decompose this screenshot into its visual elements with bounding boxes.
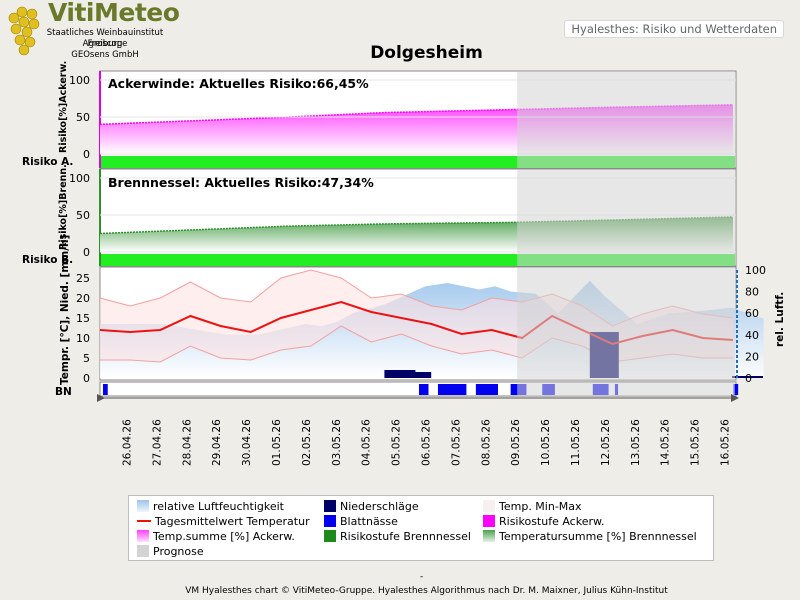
legend-swatch-risk-ackerwinde [483, 515, 495, 527]
legend-swatch-humidity [137, 500, 149, 512]
leafwetness-block [437, 384, 467, 395]
date-tick-label: 16.05.26 [720, 419, 732, 466]
forecast-overlay [517, 170, 735, 266]
date-tick-label: 27.04.26 [151, 419, 163, 466]
legend-item-precipitation: Niederschläge [324, 500, 419, 513]
panel-1-ytick: 0 [83, 246, 90, 259]
forecast-overlay [517, 72, 735, 168]
date-tick-label: 09.05.26 [510, 419, 522, 466]
panel-0-risk-axis-label: Risiko A. [22, 156, 73, 168]
legend-item-temp-mean: Tagesmittelwert Temperatur [137, 515, 310, 528]
legend-item-temp-minmax: Temp. Min-Max [483, 500, 582, 513]
grape-logo-icon [8, 6, 40, 56]
leafwetness-block [419, 384, 429, 395]
legend-item-risk-brennnessel: Risikostufe Brennnessel [324, 530, 471, 543]
date-tick-label: 08.05.26 [480, 419, 492, 466]
chart-title: Dolgesheim [370, 43, 483, 63]
forecast-overlay [517, 268, 735, 380]
panel-0-ylabel: Risiko[%]Ackerw. [58, 61, 69, 153]
panel-1-risk-axis-label: Risiko B. [22, 254, 73, 266]
weather-ytick-right: 80 [745, 286, 759, 299]
date-tick-label: 04.05.26 [361, 419, 373, 466]
date-tick-label: 06.05.26 [421, 419, 433, 466]
date-tick-label: 26.04.26 [122, 419, 134, 466]
date-tick-label: 30.04.26 [241, 419, 253, 466]
footer-text: VM Hyalesthes chart © VitiMeteo-Gruppe. … [185, 586, 668, 596]
weather-ytick-left: 15 [76, 312, 90, 325]
panel-0-cumsum-line [99, 104, 734, 126]
date-tick-label: 12.05.26 [600, 419, 612, 466]
legend-item-cum-brennnessel: Temperatursumme [%] Brennnessel [483, 530, 697, 543]
legend-swatch-leafwetness [324, 515, 336, 527]
weather-ytick-right: 40 [745, 329, 759, 342]
legend-item-leafwetness: Blattnässe [324, 515, 398, 528]
panel-0-ytick: 0 [83, 148, 90, 161]
weather-ylabel-left: Tempr. [°C], Nied. [mm/h] [59, 235, 71, 385]
date-tick-label: 10.05.26 [540, 419, 552, 466]
legend-swatch-precipitation [324, 500, 336, 512]
precip-bar [384, 370, 416, 378]
leafwetness-label: BN [55, 386, 72, 398]
leafwetness-block [733, 384, 739, 395]
precip-bar [732, 376, 763, 378]
weather-ytick-left: 5 [83, 352, 90, 365]
weather-ytick-left: 20 [76, 292, 90, 305]
weather-ytick-right: 60 [745, 307, 759, 320]
date-tick-label: 05.05.26 [391, 419, 403, 466]
panel-0-ytick: 100 [69, 74, 90, 87]
panel-0-ytick: 50 [76, 111, 90, 124]
date-tick-label: 11.05.26 [570, 419, 582, 466]
weather-ytick-left: 25 [76, 272, 90, 285]
date-tick-label: 02.05.26 [301, 419, 313, 466]
panel-0-risk-label: Ackerwinde: Aktuelles Risiko:66,45% [108, 76, 369, 91]
date-tick-label: 15.05.26 [690, 419, 702, 466]
logo-title: VitiMeteo [48, 0, 180, 27]
date-tick-label: 29.04.26 [211, 419, 223, 466]
date-tick-label: 07.05.26 [450, 419, 462, 466]
legend-item-forecast: Prognose [137, 545, 204, 558]
legend-swatch-temp-mean [137, 520, 151, 522]
date-tick-label: 01.05.26 [271, 419, 283, 466]
date-tick-label: 28.04.26 [181, 419, 193, 466]
precip-bar [400, 372, 432, 378]
panel-1-ytick: 100 [69, 172, 90, 185]
legend-item-cum-ackerwinde: Temp.summe [%] Ackerw. [137, 530, 295, 543]
legend-swatch-temp-minmax [483, 500, 495, 512]
weather-ytick-right: 0 [745, 372, 752, 385]
weather-ytick-left: 10 [76, 332, 90, 345]
legend-item-humidity: relative Luftfeuchtigkeit [137, 500, 284, 513]
legend-item-risk-ackerwinde: Risikostufe Ackerw. [483, 515, 604, 528]
header-tab[interactable]: Hyalesthes: Risiko und Wetterdaten [564, 20, 784, 38]
panel-1-ylabel: Risiko[%]Brenn. [58, 164, 69, 250]
leafwetness-block [103, 384, 108, 395]
date-tick-label: 13.05.26 [630, 419, 642, 466]
leafwetness-block [475, 384, 498, 395]
date-tick-label: 03.05.26 [331, 419, 343, 466]
footer-dash: - [420, 572, 424, 582]
panel-1-cumsum-line [99, 216, 734, 235]
logo-line-institute: Staatliches Weinbauinstitut Freiburg [46, 28, 164, 49]
weather-ytick-right: 20 [745, 350, 759, 363]
logo-line-geosens: GEOsens GmbH [71, 50, 139, 60]
legend-swatch-forecast [137, 545, 149, 557]
forecast-overlay [517, 383, 735, 396]
weather-ytick-right: 100 [745, 264, 766, 277]
logo-line-agroscope: Agroscope [82, 39, 128, 49]
legend-swatch-cum-ackerwinde [137, 530, 149, 542]
legend-swatch-risk-brennnessel [324, 530, 336, 542]
legend-swatch-cum-brennnessel [483, 530, 495, 542]
weather-ytick-left: 0 [83, 372, 90, 385]
weather-ylabel-right: rel. Luftf. [774, 292, 786, 347]
panel-1-risk-label: Brennnessel: Aktuelles Risiko:47,34% [108, 175, 374, 190]
chart-legend: relative Luftfeuchtigkeit Niederschläge … [128, 495, 714, 561]
date-tick-label: 14.05.26 [660, 419, 672, 466]
panel-1-ytick: 50 [76, 209, 90, 222]
